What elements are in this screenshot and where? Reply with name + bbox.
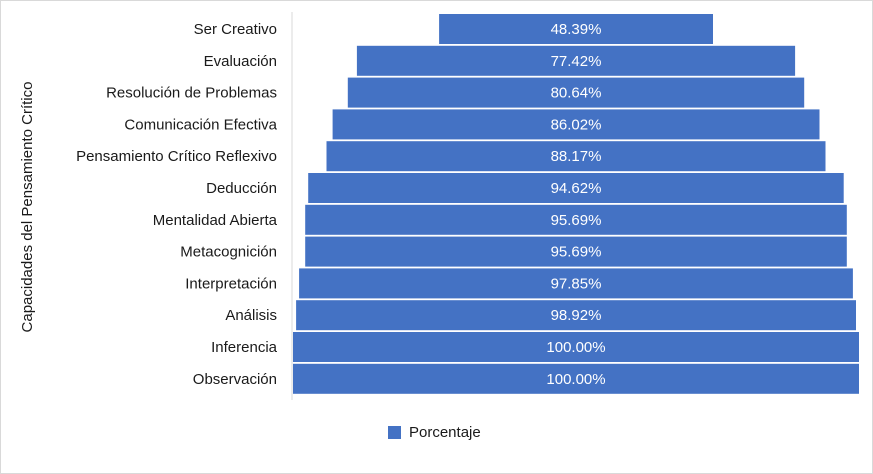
bar [439,14,713,44]
value-label: 98.92% [551,307,602,324]
value-label: 80.64% [551,85,602,102]
legend: Porcentaje [388,424,481,441]
value-label: 86.02% [551,116,602,133]
legend-swatch [388,426,401,439]
value-label: 95.69% [551,244,602,261]
bar [326,141,826,172]
bars-group [293,14,859,394]
value-label: 95.69% [551,212,602,229]
value-label: 77.42% [551,53,602,70]
category-label: Metacognición [180,244,277,261]
value-label: 48.39% [551,21,602,38]
bar [356,45,796,76]
y-axis-title: Capacidades del Pensamiento Crítico [19,82,36,333]
category-label: Deducción [206,180,277,197]
category-label: Observación [193,371,277,388]
bar [296,300,857,331]
category-label: Comunicación Efectiva [124,116,277,133]
category-label: Pensamiento Crítico Reflexivo [76,148,277,165]
value-labels-group: 48.39% 77.42% 80.64% 86.02% 88.17% 94.62% 95.6… [546,21,605,388]
bar [332,109,820,140]
category-label: Ser Creativo [194,21,277,38]
value-label: 100.00% [546,371,605,388]
bar [299,268,853,299]
value-label: 97.85% [551,275,602,292]
legend-label: Porcentaje [409,424,481,441]
bar [293,363,859,394]
bar [305,204,847,235]
category-label: Interpretación [185,275,277,292]
bar [305,236,847,267]
bar [347,77,805,108]
category-label: Mentalidad Abierta [153,212,278,229]
bar [308,173,844,203]
bar [293,332,859,362]
category-label: Resolución de Problemas [106,85,277,102]
category-label: Evaluación [204,53,277,70]
category-label: Análisis [225,307,277,324]
category-labels-group: Ser Creativo Evaluación Resolución de Prob… [76,21,278,388]
value-label: 94.62% [551,180,602,197]
value-label: 100.00% [546,339,605,356]
category-label: Inferencia [211,339,278,356]
value-label: 88.17% [551,148,602,165]
